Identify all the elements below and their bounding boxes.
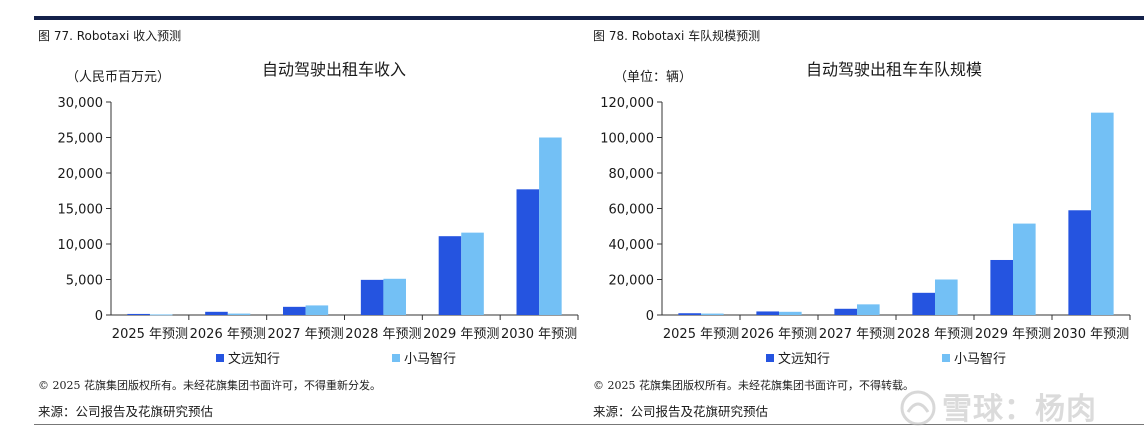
y-tick-label: 5,000: [66, 274, 103, 289]
legend-label: 文远知行: [778, 352, 831, 367]
x-tick-label: 2030 年预测: [501, 327, 577, 342]
bar-series2: [227, 313, 251, 315]
legend-swatch: [216, 353, 224, 362]
x-tick-label: 2029 年预测: [975, 327, 1051, 342]
bar-series1: [360, 279, 384, 315]
y-tick-label: 10,000: [58, 238, 104, 253]
y-tick-label: 100,000: [600, 132, 654, 147]
bar-series1: [127, 313, 150, 315]
y-tick-label: 25,000: [58, 132, 104, 147]
bar-series1: [438, 236, 462, 315]
y-tick-label: 20,000: [609, 274, 655, 289]
x-tick-label: 2026 年预测: [741, 327, 817, 342]
bar-series1: [516, 189, 540, 315]
bar-series2: [461, 232, 484, 315]
source-note: 来源：公司报告及花旗研究预估: [38, 404, 214, 419]
bar-series2: [935, 279, 958, 315]
chart-plot: 0 20,000 40,000 60,000 80,000 100,000 120,000 2…: [600, 96, 1131, 342]
bar-series1: [834, 308, 857, 315]
bar-series2: [539, 137, 562, 315]
legend-item-series2: 小马智行: [392, 348, 456, 367]
bar-series1: [990, 259, 1013, 315]
legend-label: 文远知行: [228, 352, 281, 367]
bar-series1: [205, 311, 228, 315]
x-tick-label: 2030 年预测: [1053, 327, 1129, 342]
bottom-rule: [34, 424, 1144, 425]
bar-series1: [678, 313, 701, 315]
chart-panel-revenue: 图 77. Robotaxi 收入预测 （人民币百万元） 自动驾驶出租车收入 0…: [38, 29, 579, 419]
bar-series2: [779, 311, 802, 315]
copyright-note: © 2025 花旗集团版权所有。未经花旗集团书面许可，不得转载。: [593, 379, 914, 392]
x-tick-label: 2028 年预测: [345, 327, 421, 342]
chart-title: 自动驾驶出租车车队规模: [806, 60, 983, 79]
y-tick-label: 40,000: [609, 238, 655, 253]
bar-series2: [383, 278, 406, 315]
y-tick-label: 80,000: [609, 167, 655, 182]
y-axis-label: （人民币百万元）: [66, 70, 171, 85]
bar-series1: [1068, 210, 1091, 315]
watermark: 雪球：杨肉: [942, 392, 1097, 427]
x-tick-label: 2026 年预测: [190, 327, 266, 342]
bar-series2: [305, 305, 329, 315]
copyright-note: © 2025 花旗集团版权所有。未经花旗集团书面许可，不得重新分发。: [38, 379, 381, 392]
chart-title: 自动驾驶出租车收入: [262, 60, 407, 79]
x-tick-label: 2028 年预测: [897, 327, 973, 342]
bar-series2: [149, 314, 173, 316]
bar-series1: [912, 292, 935, 315]
x-tick-label: 2025 年预测: [112, 327, 188, 342]
x-tick-label: 2027 年预测: [267, 327, 343, 342]
legend: 文远知行 小马智行: [766, 348, 1006, 367]
y-tick-label: 0: [646, 309, 654, 324]
x-tick-label: 2029 年预测: [423, 327, 499, 342]
x-tick-label: 2025 年预测: [663, 327, 739, 342]
legend-label: 小马智行: [404, 352, 457, 367]
legend-swatch: [766, 353, 774, 362]
figure-label: 图 78. Robotaxi 车队规模预测: [593, 29, 761, 43]
legend-item-series2: 小马智行: [942, 348, 1006, 367]
y-axis-label: （单位：辆）: [614, 70, 693, 85]
source-note: 来源：公司报告及花旗研究预估: [593, 404, 769, 419]
figure-label: 图 77. Robotaxi 收入预测: [38, 29, 182, 43]
y-tick-label: 30,000: [58, 96, 104, 111]
legend-label: 小马智行: [954, 352, 1007, 367]
snowball-logo-icon: [900, 390, 936, 426]
bar-series2: [857, 304, 880, 315]
y-tick-label: 20,000: [58, 167, 104, 182]
y-tick-label: 120,000: [600, 96, 654, 111]
legend-swatch: [392, 353, 400, 362]
bar-series1: [283, 306, 306, 315]
legend-item-series1: 文远知行: [216, 348, 392, 367]
y-tick-label: 15,000: [58, 203, 104, 218]
legend-swatch: [942, 353, 950, 362]
y-tick-label: 60,000: [609, 203, 655, 218]
y-tick-label: 0: [95, 309, 103, 324]
chart-plot: 0 5,000 10,000 15,000 20,000 25,000 30,000 2025…: [58, 96, 579, 342]
legend-item-series1: 文远知行: [766, 348, 942, 367]
bar-series2: [701, 313, 724, 315]
chart-panel-fleet: 图 78. Robotaxi 车队规模预测 （单位：辆） 自动驾驶出租车车队规模…: [580, 0, 1144, 441]
legend: 文远知行 小马智行: [216, 348, 456, 367]
bar-series2: [1091, 112, 1114, 316]
x-tick-label: 2027 年预测: [819, 327, 895, 342]
bar-series1: [756, 311, 779, 315]
top-rule: [34, 16, 1144, 20]
bar-series2: [1013, 223, 1036, 315]
